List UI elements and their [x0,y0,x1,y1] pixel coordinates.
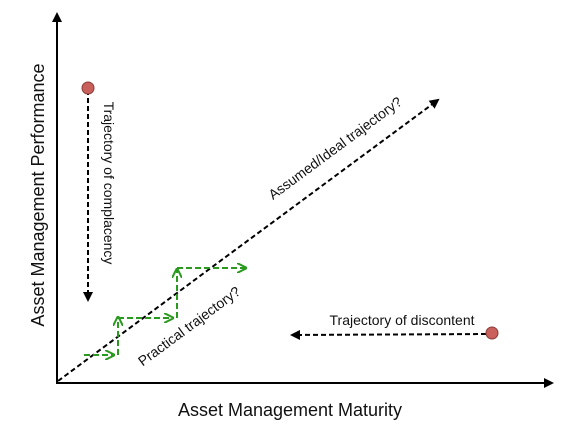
practical-label: Practical trajectory? [135,283,244,369]
ideal-arrow [57,98,440,382]
practical-steps [84,268,245,355]
discontent-label: Trajectory of discontent [330,312,475,328]
ideal-label: Assumed/Ideal trajectory? [265,93,405,202]
x-axis-label: Asset Management Maturity [178,400,402,420]
complacency-label: Trajectory of complacency [101,102,117,265]
discontent-point [485,326,499,340]
y-axis-label: Asset Management Performance [28,63,48,326]
discontent-arrow [290,329,487,340]
complacency-point [81,81,95,95]
